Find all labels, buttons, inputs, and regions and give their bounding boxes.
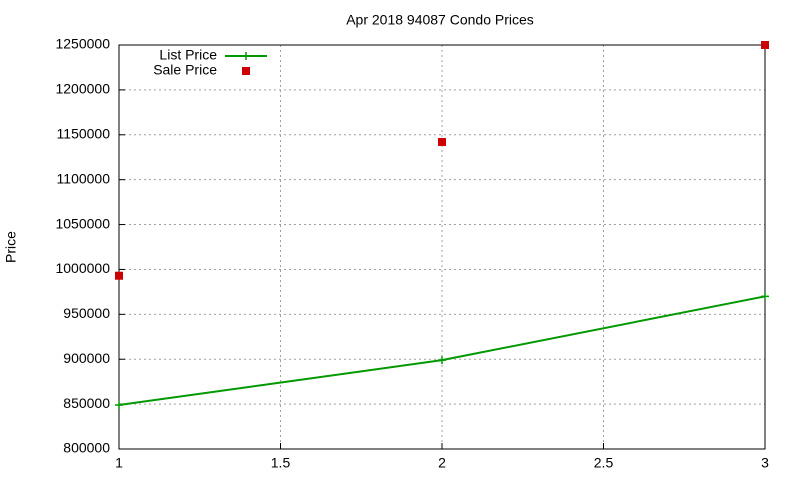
data-point <box>761 292 769 301</box>
y-axis-label: Price <box>3 231 19 263</box>
y-tick-label: 950000 <box>63 305 110 321</box>
data-point <box>115 401 123 410</box>
legend-marker <box>242 67 250 75</box>
y-tick-label: 800000 <box>63 440 110 456</box>
legend-marker <box>242 52 250 60</box>
x-tick-label: 3 <box>761 455 769 471</box>
y-tick-label: 1100000 <box>57 170 111 186</box>
y-tick-label: 1250000 <box>55 36 110 52</box>
legend-label: List Price <box>159 47 217 63</box>
x-tick-label: 1.5 <box>271 455 291 471</box>
data-point <box>115 271 123 280</box>
y-tick-label: 1000000 <box>55 260 110 276</box>
x-tick-label: 1 <box>115 455 123 471</box>
data-point <box>761 41 769 49</box>
x-tick-label: 2 <box>438 455 446 471</box>
data-point <box>438 137 446 146</box>
x-tick-label: 2.5 <box>594 455 614 471</box>
legend-label: Sale Price <box>153 62 217 78</box>
y-tick-label: 900000 <box>63 350 110 366</box>
plot-border <box>118 44 766 450</box>
chart-title: Apr 2018 94087 Condo Prices <box>346 12 534 28</box>
y-tick-label: 1150000 <box>57 125 111 141</box>
data-point <box>438 356 446 365</box>
y-tick-label: 850000 <box>63 395 110 411</box>
y-tick-label: 1050000 <box>55 215 110 231</box>
y-tick-label: 1200000 <box>55 81 110 97</box>
